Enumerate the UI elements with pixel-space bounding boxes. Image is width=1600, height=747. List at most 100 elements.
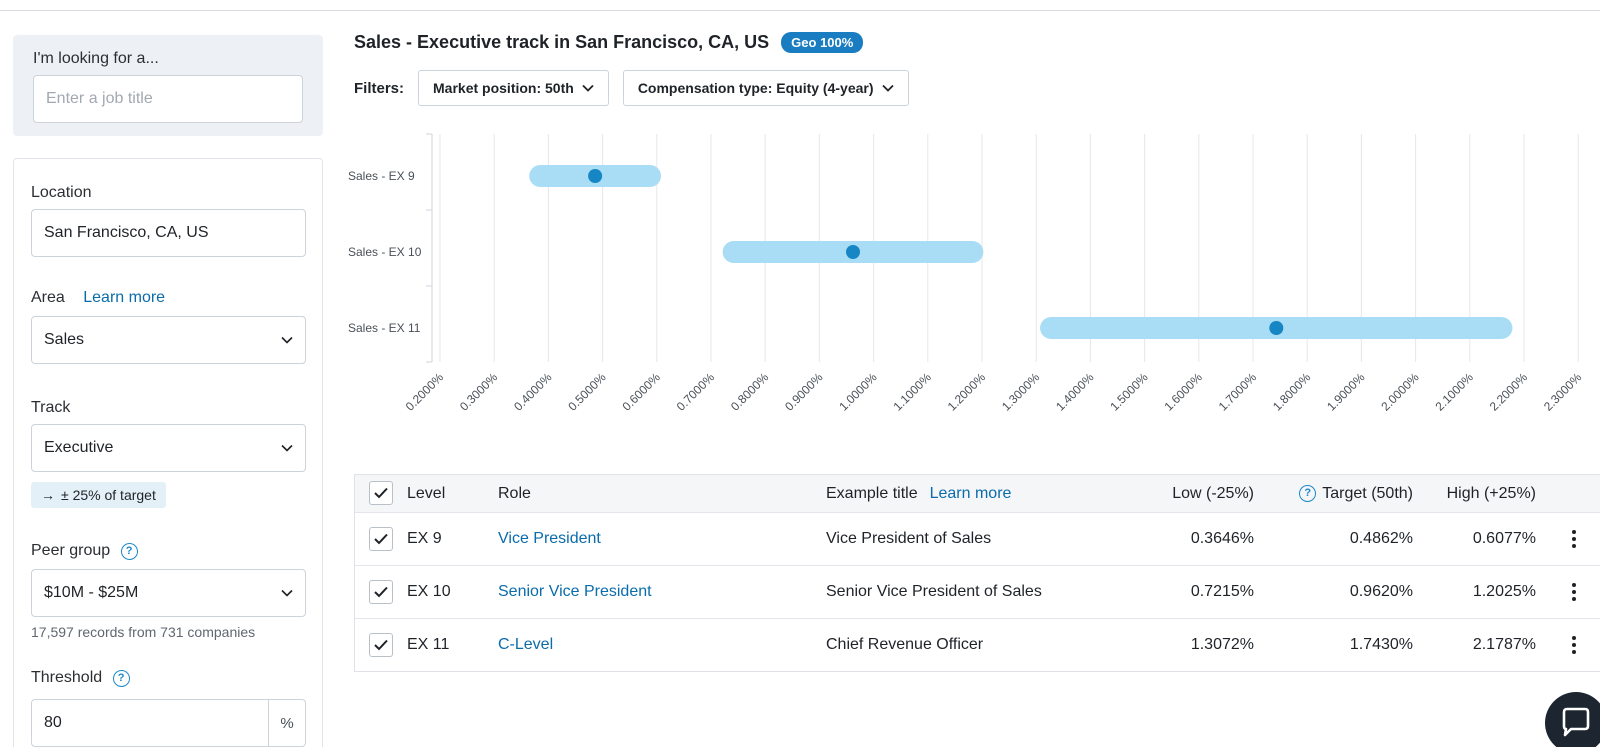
compensation-type-label: Compensation type: Equity (4-year) bbox=[637, 80, 874, 96]
select-all-checkbox[interactable] bbox=[369, 481, 393, 505]
target-marker bbox=[1269, 321, 1284, 335]
category-label: Sales - EX 9 bbox=[348, 169, 415, 183]
high-value: 0.6077% bbox=[1472, 530, 1536, 547]
threshold-value[interactable]: 80 bbox=[44, 714, 62, 731]
chevron-down-icon bbox=[881, 84, 894, 92]
row-checkbox[interactable] bbox=[369, 580, 393, 604]
level-cell: EX 10 bbox=[407, 583, 451, 600]
table-row[interactable]: EX 11 C-Level Chief Revenue Officer 1.3072%… bbox=[355, 618, 1600, 671]
header-low: Low (-25%) bbox=[1172, 484, 1254, 502]
header-level: Level bbox=[407, 484, 446, 502]
peer-group-label: Peer group bbox=[31, 542, 111, 559]
page-title: Sales - Executive track in San Francisco… bbox=[354, 32, 770, 52]
x-tick-label: 1.5000% bbox=[1107, 370, 1151, 414]
x-tick-label: 1.0000% bbox=[836, 370, 880, 414]
area-value: Sales bbox=[44, 331, 85, 348]
x-tick-label: 1.7000% bbox=[1216, 370, 1260, 414]
example-title-learn-more-link[interactable]: Learn more bbox=[929, 484, 1012, 502]
track-label: Track bbox=[31, 399, 71, 416]
records-count: 17,597 records from 731 companies bbox=[31, 624, 256, 640]
x-tick-label: 0.7000% bbox=[674, 370, 718, 414]
filters-bar: Filters: Market position: 50th Compensat… bbox=[354, 70, 909, 106]
x-tick-label: 1.9000% bbox=[1324, 370, 1368, 414]
threshold-unit: % bbox=[268, 700, 305, 746]
location-label: Location bbox=[31, 184, 92, 201]
x-tick-label: 1.2000% bbox=[945, 370, 989, 414]
track-select[interactable]: Executive bbox=[31, 424, 306, 472]
target-value: 0.9620% bbox=[1349, 583, 1413, 600]
target-range-badge: → ± 25% of target bbox=[31, 482, 166, 508]
x-tick-label: 1.3000% bbox=[999, 370, 1043, 414]
low-value: 1.3072% bbox=[1190, 636, 1254, 653]
table-row[interactable]: EX 9 Vice President Vice President of Sale… bbox=[355, 512, 1600, 565]
chevron-down-icon bbox=[281, 589, 293, 597]
geo-badge: Geo 100% bbox=[781, 32, 864, 53]
x-tick-label: 2.0000% bbox=[1378, 370, 1422, 414]
peer-group-select[interactable]: $10M - $25M bbox=[31, 569, 306, 617]
check-icon bbox=[374, 639, 388, 651]
market-position-dropdown[interactable]: Market position: 50th bbox=[418, 70, 609, 106]
x-tick-label: 1.1000% bbox=[891, 370, 935, 414]
target-value: 0.4862% bbox=[1349, 530, 1413, 547]
area-select[interactable]: Sales bbox=[31, 316, 306, 364]
help-icon[interactable]: ? bbox=[1299, 485, 1317, 502]
target-range-text: ± 25% of target bbox=[61, 487, 156, 503]
market-position-label: Market position: 50th bbox=[433, 80, 574, 96]
threshold-field[interactable]: 80 % bbox=[31, 699, 306, 747]
target-marker bbox=[588, 169, 603, 183]
arrow-right-icon: → bbox=[41, 487, 55, 503]
category-label: Sales - EX 11 bbox=[348, 321, 421, 335]
help-icon[interactable]: ? bbox=[112, 670, 130, 687]
x-tick-label: 0.9000% bbox=[782, 370, 826, 414]
equity-range-chart: Sales - EX 9 Sales - EX 10 Sales - EX 11 0.… bbox=[348, 133, 1585, 414]
x-tick-label: 0.4000% bbox=[511, 370, 555, 414]
x-tick-label: 0.8000% bbox=[728, 370, 772, 414]
row-checkbox[interactable] bbox=[369, 633, 393, 657]
area-learn-more-link[interactable]: Learn more bbox=[83, 289, 166, 306]
chevron-down-icon bbox=[281, 336, 293, 344]
role-link[interactable]: C-Level bbox=[498, 636, 554, 653]
more-options-icon[interactable] bbox=[1568, 566, 1580, 618]
peer-group-value: $10M - $25M bbox=[44, 584, 139, 601]
x-tick-label: 0.3000% bbox=[457, 370, 501, 414]
role-link[interactable]: Senior Vice President bbox=[498, 583, 652, 600]
level-cell: EX 11 bbox=[407, 636, 450, 653]
target-header-label: Target (50th) bbox=[1322, 484, 1413, 502]
example-title-cell: Senior Vice President of Sales bbox=[826, 583, 1042, 600]
x-tick-label: 1.4000% bbox=[1053, 370, 1097, 414]
chat-button[interactable] bbox=[1545, 692, 1600, 747]
x-tick-label: 0.6000% bbox=[620, 370, 664, 414]
x-tick-label: 0.2000% bbox=[403, 370, 447, 414]
top-divider bbox=[0, 10, 1600, 11]
header-target: ? Target (50th) bbox=[1265, 475, 1413, 512]
x-tick-label: 1.8000% bbox=[1270, 370, 1314, 414]
x-tick-label: 1.6000% bbox=[1162, 370, 1206, 414]
job-search-card: I'm looking for a... bbox=[13, 35, 323, 136]
chevron-down-icon bbox=[281, 444, 293, 452]
compensation-type-dropdown[interactable]: Compensation type: Equity (4-year) bbox=[622, 70, 909, 106]
help-icon[interactable]: ? bbox=[120, 543, 138, 560]
target-value: 1.7430% bbox=[1349, 636, 1413, 653]
check-icon bbox=[374, 487, 388, 499]
more-options-icon[interactable] bbox=[1568, 513, 1580, 565]
x-tick-label: 0.5000% bbox=[565, 370, 609, 414]
chevron-down-icon bbox=[582, 84, 594, 92]
job-title-input[interactable] bbox=[33, 75, 303, 123]
example-title-cell: Chief Revenue Officer bbox=[826, 636, 984, 653]
high-value: 1.2025% bbox=[1472, 583, 1536, 600]
example-title-cell: Vice President of Sales bbox=[826, 530, 992, 547]
more-options-icon[interactable] bbox=[1568, 619, 1580, 671]
page-title-row: Sales - Executive track in San Francisco… bbox=[354, 32, 864, 53]
filters-panel: Location San Francisco, CA, US Area Lear… bbox=[13, 158, 323, 747]
x-tick-label: 2.3000% bbox=[1541, 370, 1585, 414]
table-row[interactable]: EX 10 Senior Vice President Senior Vice Pr… bbox=[355, 565, 1600, 618]
role-link[interactable]: Vice President bbox=[498, 530, 601, 547]
high-value: 2.1787% bbox=[1472, 636, 1536, 653]
row-checkbox[interactable] bbox=[369, 527, 393, 551]
example-title-label: Example title bbox=[826, 484, 918, 502]
check-icon bbox=[374, 533, 388, 545]
location-field[interactable]: San Francisco, CA, US bbox=[31, 209, 306, 257]
low-value: 0.7215% bbox=[1190, 583, 1254, 600]
filters-label: Filters: bbox=[354, 79, 405, 97]
threshold-label: Threshold bbox=[31, 669, 103, 686]
